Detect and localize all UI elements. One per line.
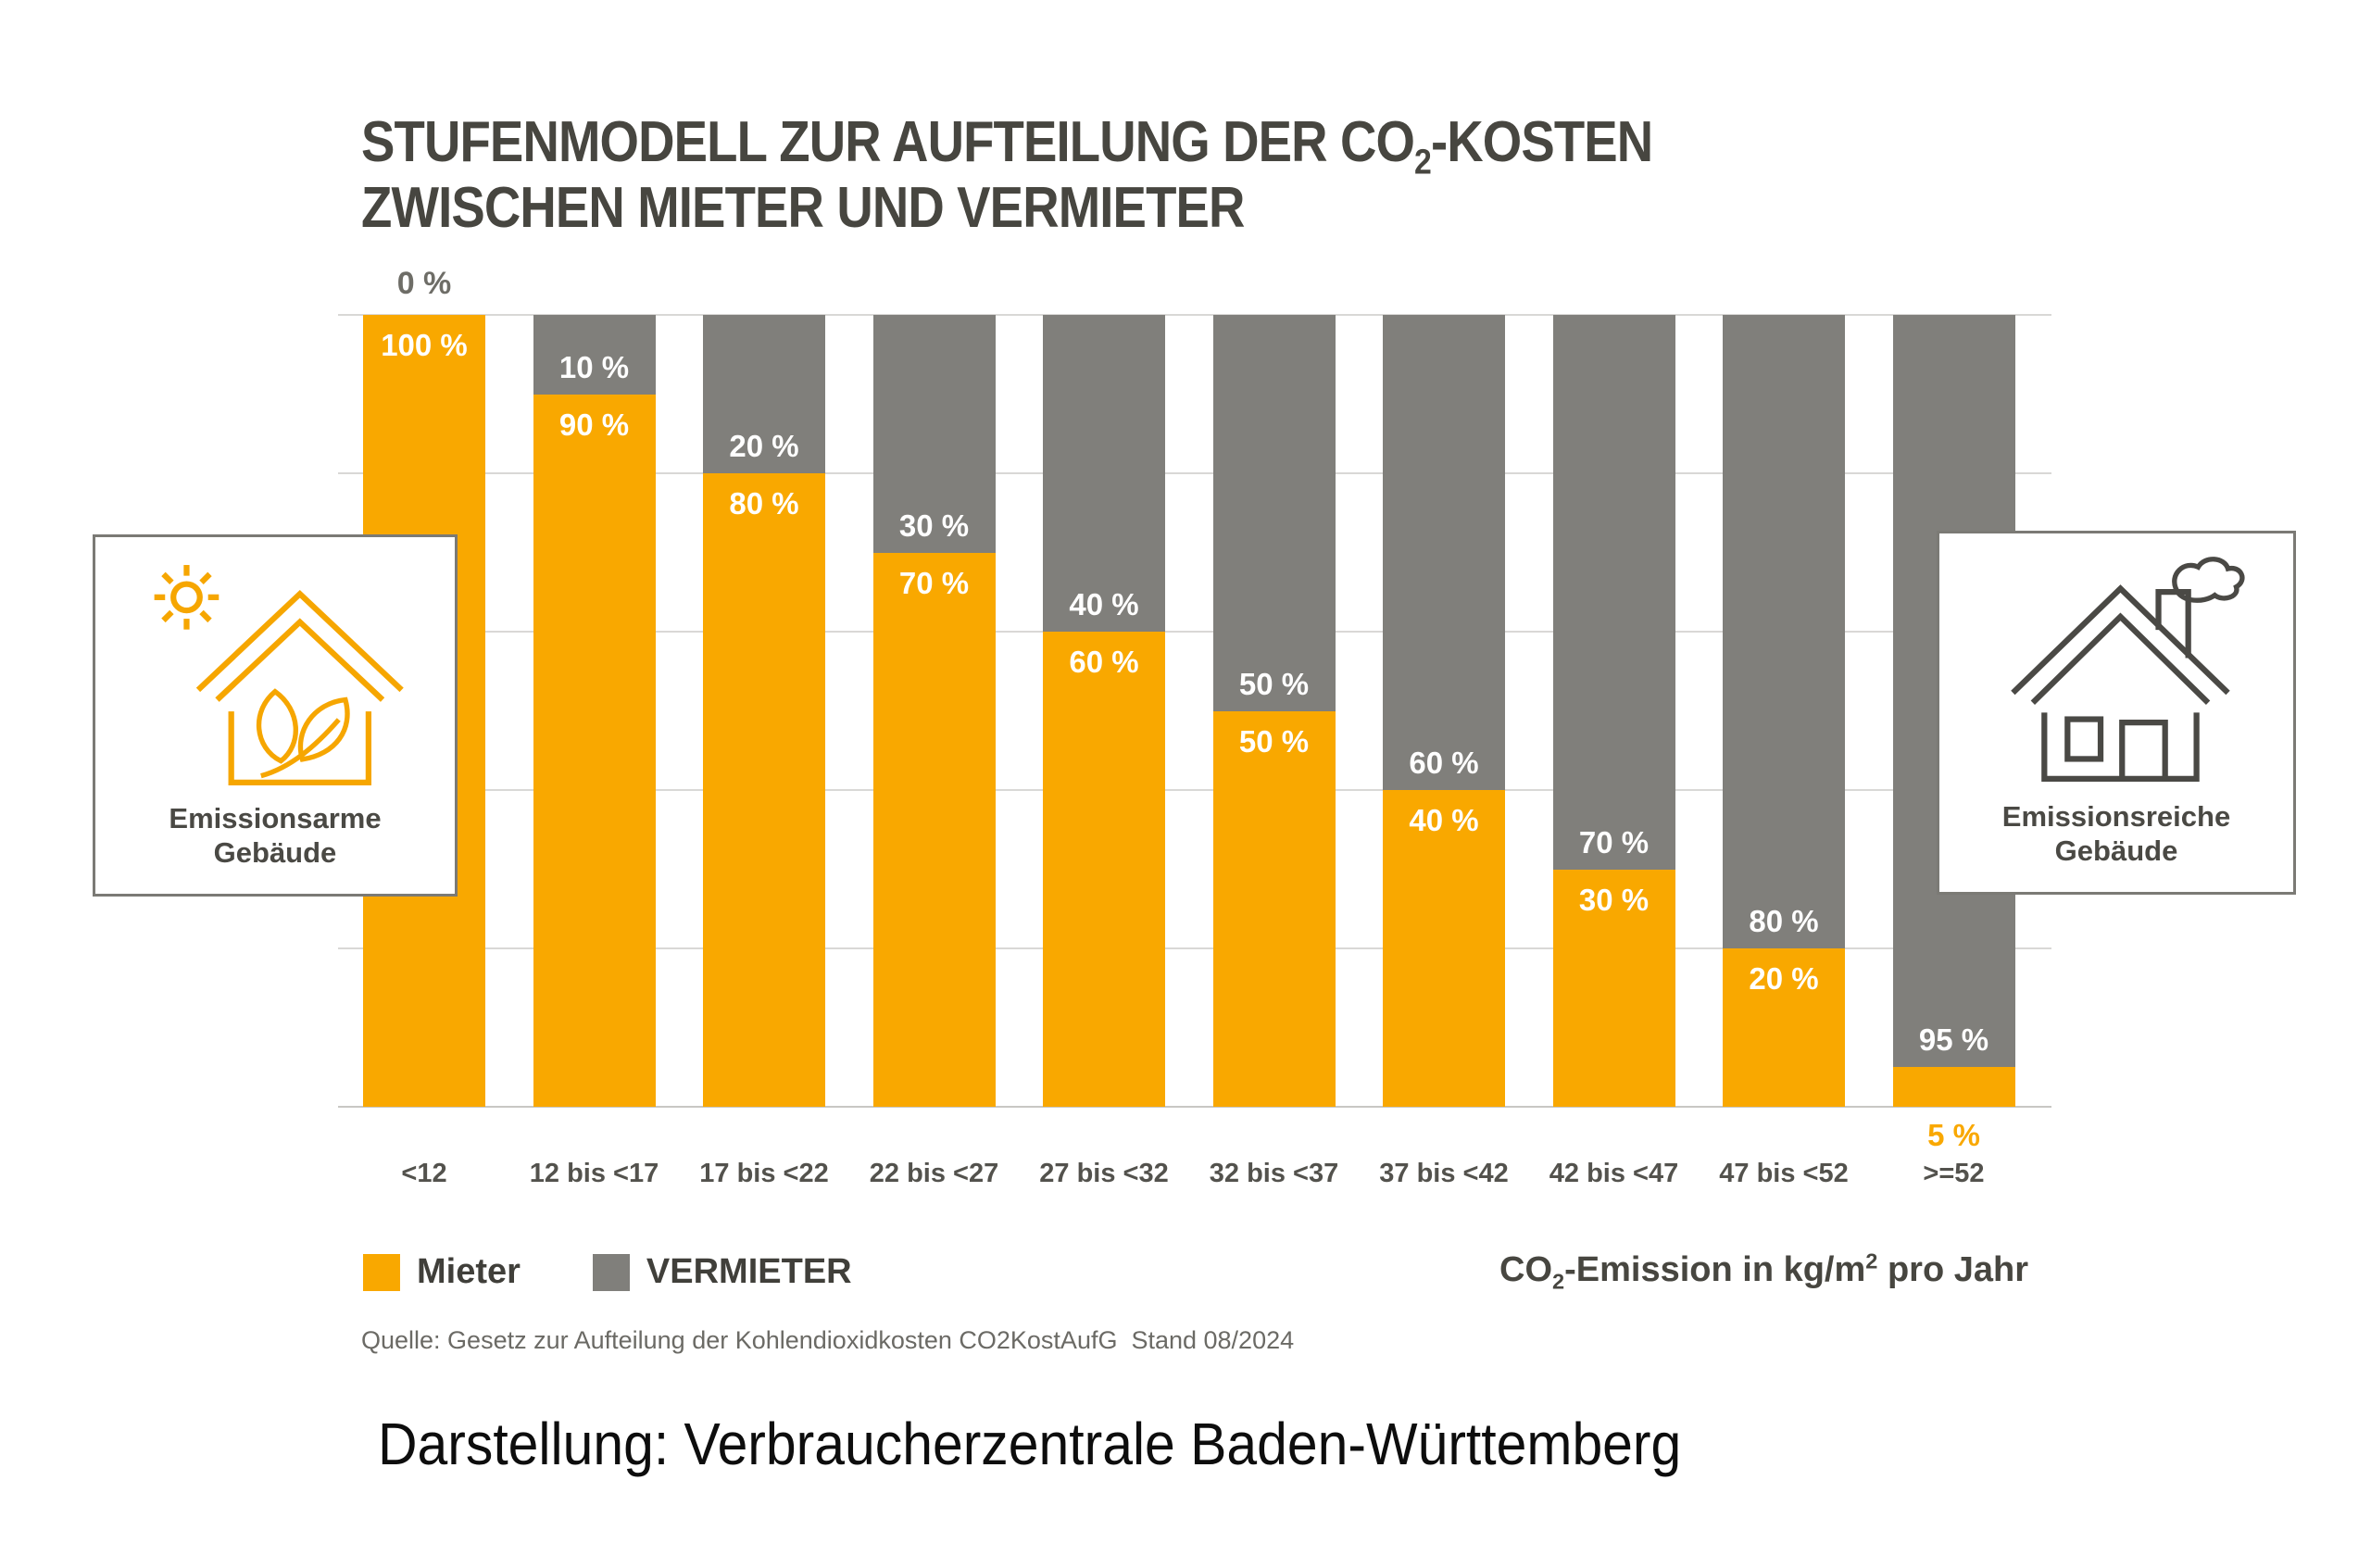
- mieter-segment: 90 %: [533, 394, 656, 1107]
- attribution: Darstellung: Verbraucherzentrale Baden-W…: [378, 1411, 1682, 1477]
- mieter-segment: 40 %: [1383, 790, 1505, 1107]
- vermieter-share-label: 80 %: [1749, 904, 1819, 938]
- high-emission-label: Emissionsreiche Gebäude: [2001, 800, 2231, 867]
- mieter-segment: 30 %: [1552, 869, 1675, 1107]
- vermieter-share-label: 30 %: [898, 508, 970, 543]
- vermieter-share-label: 10 %: [558, 349, 630, 384]
- vermieter-segment: 40 %: [1043, 315, 1165, 632]
- x-axis-caption: CO2-Emission in kg/m2 pro Jahr: [1499, 1248, 2028, 1294]
- vermieter-share-label: 40 %: [1069, 587, 1139, 621]
- stacked-bar-chart: 0 % 100 % <12 10 % 90 % 12 bis <17 20 % 80 % 17 …: [338, 266, 2051, 1188]
- source-note: Quelle: Gesetz zur Aufteilung der Kohlen…: [361, 1326, 1295, 1354]
- x-tick-label: 47 bis <52: [1719, 1159, 1849, 1188]
- mieter-swatch: [363, 1253, 400, 1291]
- vermieter-segment: 70 %: [1552, 315, 1675, 870]
- mieter-share-label: 30 %: [1578, 882, 1650, 917]
- mieter-share-label: 80 %: [729, 486, 799, 521]
- mieter-segment: 60 %: [1043, 632, 1165, 1107]
- x-tick-label: 22 bis <27: [869, 1159, 999, 1188]
- low-emission-label: Emissionsarme Gebäude: [169, 802, 382, 869]
- vermieter-share-label: 20 %: [729, 429, 799, 463]
- gridline-60: [338, 789, 2051, 791]
- vermieter-segment: 80 %: [1723, 315, 1845, 948]
- mieter-segment: 20 %: [1723, 948, 1845, 1107]
- mieter-share-label: 50 %: [1238, 723, 1310, 759]
- mieter-share-label: 20 %: [1749, 961, 1819, 996]
- x-tick-label: 32 bis <37: [1209, 1159, 1339, 1188]
- vermieter-segment: 60 %: [1383, 315, 1505, 790]
- vermieter-share-label: 95 %: [1918, 1022, 1989, 1058]
- x-tick-label: 42 bis <47: [1549, 1159, 1679, 1188]
- vermieter-swatch: [592, 1253, 630, 1291]
- legend-item-vermieter: VERMIETER: [592, 1252, 852, 1292]
- low-emission-box: Emissionsarme Gebäude: [93, 534, 458, 897]
- bar-column-3: 20 % 80 % 17 bis <22: [699, 315, 829, 1188]
- title-line-1: STUFENMODELL ZUR AUFTEILUNG DER CO2-KOST…: [361, 110, 1653, 182]
- bar-column-7: 60 % 40 % 37 bis <42: [1379, 315, 1509, 1188]
- vermieter-segment: 20 %: [703, 315, 825, 473]
- x-axis-baseline: [338, 1106, 2051, 1108]
- mieter-share-label: 60 %: [1069, 645, 1139, 679]
- vermieter-share-label: 0 %: [396, 266, 452, 301]
- legend-label-vermieter: VERMIETER: [646, 1252, 852, 1291]
- x-tick-label: 37 bis <42: [1379, 1159, 1509, 1188]
- title-line-2: ZWISCHEN MIETER UND VERMIETER: [361, 176, 1245, 240]
- x-tick-label: 17 bis <22: [699, 1159, 829, 1188]
- mieter-segment: 80 %: [703, 473, 825, 1107]
- page-title: STUFENMODELL ZUR AUFTEILUNG DER CO2-KOST…: [361, 109, 1828, 241]
- x-tick-label: 12 bis <17: [529, 1159, 659, 1188]
- chart-legend: Mieter VERMIETER: [363, 1252, 852, 1292]
- bar-column-8: 70 % 30 % 42 bis <47: [1549, 315, 1678, 1188]
- bar-column-9: 80 % 20 % 47 bis <52: [1719, 315, 1849, 1188]
- x-tick-label: <12: [401, 1159, 447, 1188]
- vermieter-segment: 10 %: [533, 315, 656, 395]
- x-tick-label: 27 bis <32: [1039, 1159, 1169, 1188]
- mieter-share-label: 100 %: [381, 328, 468, 362]
- vermieter-share-label: 60 %: [1409, 746, 1479, 780]
- vermieter-share-label: 70 %: [1578, 824, 1650, 859]
- x-tick-label: >=52: [1923, 1159, 1985, 1188]
- mieter-share-label: 70 %: [898, 565, 970, 600]
- legend-item-mieter: Mieter: [363, 1252, 521, 1292]
- bar-column-2: 10 % 90 % 12 bis <17: [530, 315, 659, 1188]
- high-emission-box: Emissionsreiche Gebäude: [1937, 531, 2296, 895]
- eco-house-icon: [136, 558, 414, 789]
- mieter-segment: [1892, 1067, 2015, 1107]
- vermieter-share-label: 50 %: [1238, 666, 1310, 701]
- smoking-house-icon: [1977, 554, 2255, 785]
- gridline-40: [338, 631, 2051, 633]
- mieter-share-label: 90 %: [558, 407, 630, 442]
- gridline-20: [338, 472, 2051, 474]
- mieter-share-label: 40 %: [1409, 803, 1479, 837]
- bar-column-5: 40 % 60 % 27 bis <32: [1039, 315, 1169, 1188]
- legend-label-mieter: Mieter: [417, 1252, 521, 1291]
- gridline-80: [338, 947, 2051, 949]
- gridline-0: [338, 314, 2051, 316]
- bar-column-4: 30 % 70 % 22 bis <27: [870, 315, 998, 1188]
- mieter-segment: 70 %: [872, 552, 996, 1107]
- vermieter-segment: 30 %: [872, 315, 996, 553]
- vermieter-segment: 50 %: [1212, 315, 1336, 711]
- bar-column-6: 50 % 50 % 32 bis <37: [1210, 315, 1338, 1188]
- mieter-share-label: 5 %: [1927, 1118, 1980, 1152]
- mieter-segment: 50 %: [1212, 710, 1336, 1107]
